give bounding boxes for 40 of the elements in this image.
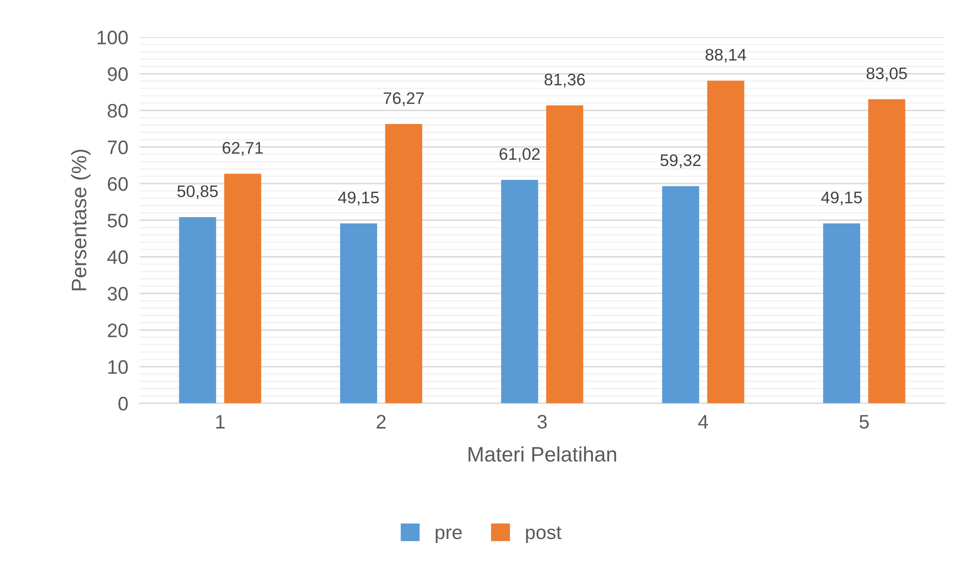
y-tick-label: 30	[108, 286, 128, 301]
bar	[546, 105, 584, 404]
bar	[823, 223, 860, 404]
data-label: 62,71	[222, 142, 263, 156]
y-tick-label: 0	[118, 396, 128, 410]
bar	[501, 180, 538, 404]
y-tick-label: 60	[108, 177, 128, 191]
data-label: 49,15	[338, 192, 379, 206]
x-tick-label: 3	[538, 414, 547, 429]
y-tick-label: 50	[108, 214, 128, 228]
legend-label: post	[526, 526, 562, 544]
y-tick-label: 100	[98, 30, 128, 44]
data-label: 83,05	[866, 67, 907, 82]
y-tick-label: 20	[108, 324, 128, 338]
data-label: 76,27	[384, 92, 424, 106]
bar	[224, 174, 262, 404]
bar	[707, 80, 744, 404]
x-axis-title: Materi Pelatihan	[468, 446, 616, 462]
data-label: 81,36	[544, 74, 585, 88]
x-tick-label: 5	[860, 415, 869, 429]
x-tick-label: 1	[216, 415, 225, 428]
y-tick-label: 70	[108, 140, 128, 154]
y-tick-label: 80	[108, 104, 128, 118]
bar	[179, 217, 216, 404]
y-axis-title: Persentase (%)	[71, 150, 91, 290]
data-label: 50,85	[177, 185, 218, 200]
data-label: 61,02	[500, 148, 540, 162]
data-label: 49,15	[821, 192, 862, 206]
legend-label: pre	[436, 528, 462, 544]
bar	[868, 99, 906, 404]
y-tick-label: 90	[108, 67, 128, 82]
y-tick-label: 40	[107, 250, 128, 264]
data-label: 88,14	[706, 48, 746, 63]
x-tick-label: 4	[698, 415, 708, 428]
y-tick-label: 10	[108, 360, 128, 374]
bar	[662, 186, 700, 404]
x-tick-label: 2	[376, 414, 386, 428]
bar	[340, 223, 378, 404]
data-label: 59,32	[660, 154, 701, 168]
bar	[385, 124, 422, 404]
